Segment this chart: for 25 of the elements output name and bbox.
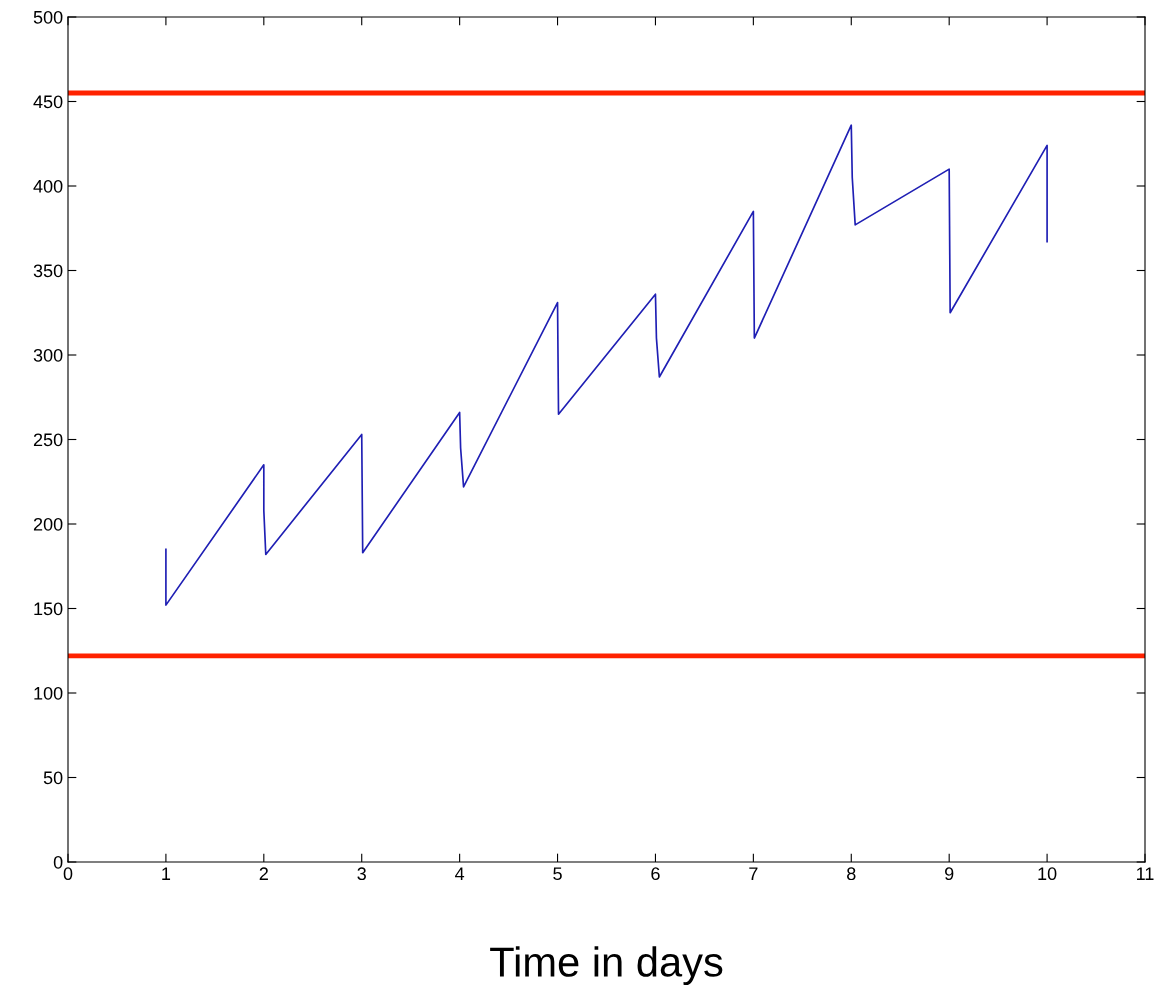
y-tick-label: 0 [53, 855, 63, 869]
y-tick-label: 400 [33, 179, 63, 193]
y-tick-label: 100 [34, 686, 63, 700]
x-tick-label: 0 [63, 867, 73, 881]
x-axis-title: Time in days [490, 946, 723, 986]
x-tick-label: 7 [749, 867, 758, 880]
x-tick-label: 2 [259, 867, 268, 880]
line-series [165, 124, 1048, 606]
x-tick-label: 5 [553, 867, 562, 881]
x-tick-label: 1 [162, 867, 171, 880]
y-tick-label: 50 [43, 771, 63, 785]
y-tick-label: 300 [33, 348, 63, 362]
x-tick-label: 6 [651, 867, 660, 881]
x-tick-label: 3 [357, 867, 366, 881]
y-tick-label: 350 [33, 264, 63, 278]
y-tick-label: 500 [33, 10, 63, 24]
x-tick-label: 11 [1137, 867, 1154, 880]
y-tick-label: 250 [33, 433, 63, 447]
x-tick-label: 4 [455, 867, 465, 880]
x-tick-label: 10 [1038, 867, 1057, 881]
x-tick-label: 9 [945, 867, 954, 881]
y-tick-label: 450 [33, 95, 63, 109]
y-tick-label: 150 [34, 602, 63, 616]
y-tick-label: 200 [33, 517, 63, 531]
x-tick-label: 8 [847, 867, 856, 881]
